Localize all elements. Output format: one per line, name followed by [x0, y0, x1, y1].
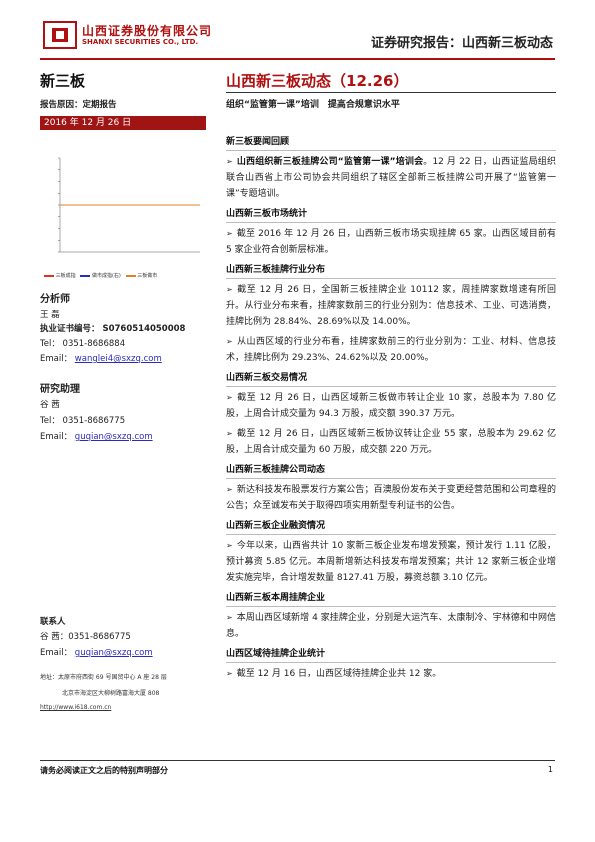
section-7: 山西区域待挂牌企业统计 ➢ 截至 12 月 16 日，山西区域待挂牌企业共 12 … [226, 646, 556, 682]
section-heading: 山西新三板交易情况 [226, 370, 556, 387]
section-heading: 新三板要闻回顾 [226, 134, 556, 151]
para-text: 。12 月 22 日，山西证监局组织联合山西省上市公司协会共同组织了辖区全部新三… [226, 157, 556, 199]
bullet-arrow-icon: ➢ [226, 393, 233, 402]
chart-legend: 三板成指 做市成指(右) 三板做市 [44, 272, 210, 279]
main-body: 新三板要闻回顾 ➢ 山西组织新三板挂牌公司“监管第一课”培训会。12 月 22 日… [226, 134, 556, 686]
assistant-email-row: Email： guqian@sxzq.com [40, 430, 153, 442]
legend-item-3: 三板做市 [137, 273, 158, 279]
analyst-email-link[interactable]: wanglei4@sxzq.com [74, 354, 162, 364]
para-text: 新达科技发布股票发行方案公告；百澳股份发布关于变更经营范围和公司章程的公告；众至… [226, 485, 556, 511]
contact-email-link[interactable]: guqian@sxzq.com [74, 648, 153, 658]
analyst-name: 王 磊 [40, 310, 60, 320]
section-heading: 山西新三板本周挂牌企业 [226, 590, 556, 607]
index-line-chart [58, 157, 200, 253]
main-subtitle: 组织“监管第一课”培训 提高合规意识水平 [226, 100, 400, 110]
legend-swatch-2 [80, 274, 91, 277]
analyst-email-row: Email： wanglei4@sxzq.com [40, 352, 162, 364]
legend-swatch-3 [125, 274, 136, 277]
para-bold-lead: 山西组织新三板挂牌公司“监管第一课”培训会 [236, 157, 424, 167]
para-text: 截至 2016 年 12 月 26 日，山西新三板市场实现挂牌 65 家。山西区… [226, 229, 556, 255]
bullet-arrow-icon: ➢ [226, 285, 233, 294]
report-date: 2016 年 12 月 26 日 [40, 116, 206, 130]
left-section-title: 新三板 [40, 72, 86, 90]
contact-address-2: 北京市海淀区大柳树路富海大厦 808 [62, 690, 160, 697]
para-text: 本周山西区域新增 4 家挂牌企业，分别是大运汽车、太康制冷、宇林德和中网信息。 [226, 613, 556, 639]
bullet-arrow-icon: ➢ [226, 157, 233, 166]
legend-item-2: 做市成指(右) [91, 273, 121, 279]
section-2: 山西新三板挂牌行业分布 ➢ 截至 12 月 26 日，全国新三板挂牌企业 1011… [226, 262, 556, 366]
bullet-arrow-icon: ➢ [226, 541, 233, 550]
section-heading: 山西新三板挂牌公司动态 [226, 462, 556, 479]
para-text: 今年以来，山西省共计 10 家新三板企业发布增发预案，预计发行 1.11 亿股，… [226, 541, 556, 583]
para-text: 截至 12 月 26 日，山西区域新三板做市转让企业 10 家，总股本为 7.8… [226, 393, 556, 419]
section-heading: 山西新三板企业融资情况 [226, 518, 556, 535]
bullet-arrow-icon: ➢ [226, 229, 233, 238]
para-text: 截至 12 月 26 日，山西区域新三板协议转让企业 55 家，总股本为 29.… [226, 429, 556, 455]
contact-email-row: Email： guqian@sxzq.com [40, 646, 153, 658]
section-paragraph: ➢ 新达科技发布股票发行方案公告；百澳股份发布关于变更经营范围和公司章程的公告；众… [226, 482, 556, 514]
header-rule [40, 58, 555, 60]
footer-rule [40, 760, 555, 761]
assistant-email-label: Email： [40, 432, 73, 442]
report-reason: 报告原因：定期报告 [40, 100, 117, 110]
section-paragraph: ➢ 从山西区域的行业分布看，挂牌家数前三的行业分别为：工业、材料、信息技术，挂牌比… [226, 334, 556, 366]
company-logo-icon [43, 21, 77, 49]
legend-item-1: 三板成指 [55, 273, 76, 279]
bullet-arrow-icon: ➢ [226, 337, 233, 346]
section-paragraph: ➢ 截至 12 月 16 日，山西区域待挂牌企业共 12 家。 [226, 666, 556, 682]
footer-disclaimer: 请务必阅读正文之后的特别声明部分 [40, 766, 168, 775]
section-6: 山西新三板本周挂牌企业 ➢ 本周山西区域新增 4 家挂牌企业，分别是大运汽车、太康… [226, 590, 556, 642]
para-text: 截至 12 月 16 日，山西区域待挂牌企业共 12 家。 [236, 669, 442, 679]
analyst-email-label: Email： [40, 354, 73, 364]
report-type: 证券研究报告：山西新三板动态 [370, 36, 553, 51]
section-5: 山西新三板企业融资情况 ➢ 今年以来，山西省共计 10 家新三板企业发布增发预案，… [226, 518, 556, 586]
contact-address-1: 地址：太原市府西街 69 号国贸中心 A 座 28 层 [40, 674, 167, 681]
assistant-name: 谷 茜 [40, 400, 60, 410]
bullet-arrow-icon: ➢ [226, 669, 233, 678]
contact-website-link[interactable]: http://www.i618.com.cn [40, 704, 112, 711]
section-1: 山西新三板市场统计 ➢ 截至 2016 年 12 月 26 日，山西新三板市场实现… [226, 206, 556, 258]
para-text: 从山西区域的行业分布看，挂牌家数前三的行业分别为：工业、材料、信息技术，挂牌比例… [226, 337, 556, 363]
bullet-arrow-icon: ➢ [226, 485, 233, 494]
contact-heading: 联系人 [40, 617, 66, 627]
section-4: 山西新三板挂牌公司动态 ➢ 新达科技发布股票发行方案公告；百澳股份发布关于变更经营… [226, 462, 556, 514]
legend-swatch-1 [44, 274, 54, 277]
contact-name-tel: 谷 茜：0351-8686775 [40, 632, 131, 642]
section-paragraph: ➢ 截至 12 月 26 日，全国新三板挂牌企业 10112 家，周挂牌家数增速有… [226, 282, 556, 330]
contact-email-label: Email： [40, 648, 73, 658]
company-name-cn: 山西证券股份有限公司 [82, 24, 213, 38]
section-paragraph: ➢ 山西组织新三板挂牌公司“监管第一课”培训会。12 月 22 日，山西证监局组织… [226, 154, 556, 202]
section-paragraph: ➢ 截至 12 月 26 日，山西区域新三板做市转让企业 10 家，总股本为 7.… [226, 390, 556, 422]
analyst-cert: 执业证书编号： S0760514050008 [40, 324, 186, 334]
main-title: 山西新三板动态（12.26） [226, 72, 409, 90]
bullet-arrow-icon: ➢ [226, 429, 233, 438]
assistant-heading: 研究助理 [40, 384, 80, 395]
section-paragraph: ➢ 截至 12 月 26 日，山西区域新三板协议转让企业 55 家，总股本为 29… [226, 426, 556, 458]
para-text: 截至 12 月 26 日，全国新三板挂牌企业 10112 家，周挂牌家数增速有所… [226, 285, 556, 327]
section-heading: 山西新三板挂牌行业分布 [226, 262, 556, 279]
analyst-tel: Tel： 0351-8686884 [40, 339, 126, 349]
company-name-en: SHANXI SECURITIES CO., LTD. [82, 38, 199, 46]
section-paragraph: ➢ 本周山西区域新增 4 家挂牌企业，分别是大运汽车、太康制冷、宇林德和中网信息。 [226, 610, 556, 642]
assistant-tel: Tel： 0351-8686775 [40, 416, 126, 426]
section-3: 山西新三板交易情况 ➢ 截至 12 月 26 日，山西区域新三板做市转让企业 10… [226, 370, 556, 458]
analyst-heading: 分析师 [40, 294, 70, 305]
section-heading: 山西区域待挂牌企业统计 [226, 646, 556, 663]
section-paragraph: ➢ 截至 2016 年 12 月 26 日，山西新三板市场实现挂牌 65 家。山西… [226, 226, 556, 258]
page-number: 1 [547, 765, 553, 774]
bullet-arrow-icon: ➢ [226, 613, 233, 622]
section-0: 新三板要闻回顾 ➢ 山西组织新三板挂牌公司“监管第一课”培训会。12 月 22 日… [226, 134, 556, 202]
title-rule [226, 92, 556, 93]
section-heading: 山西新三板市场统计 [226, 206, 556, 223]
assistant-email-link[interactable]: guqian@sxzq.com [74, 432, 153, 442]
section-paragraph: ➢ 今年以来，山西省共计 10 家新三板企业发布增发预案，预计发行 1.11 亿股… [226, 538, 556, 586]
